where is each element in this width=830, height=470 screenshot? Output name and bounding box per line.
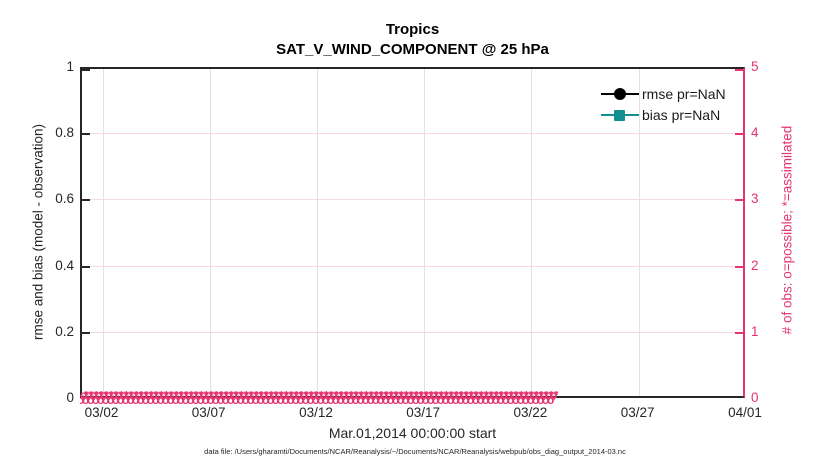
obs-markers-row: o*o*o*o*o*o*o*o*o*o*o*o*o*o*o*o*o*o*o*o*… bbox=[80, 393, 556, 405]
xtick-label: 03/12 bbox=[299, 405, 333, 420]
gridline-vertical bbox=[424, 69, 426, 396]
gridline-horizontal bbox=[82, 133, 743, 135]
right-ytick-label: 3 bbox=[751, 191, 759, 207]
left-tick-mark bbox=[82, 265, 90, 268]
legend-entry-rmse: rmse pr=NaN bbox=[601, 83, 726, 104]
datafile-path: data file: /Users/gharamti/Documents/NCA… bbox=[204, 447, 626, 456]
xtick-label: 03/07 bbox=[191, 405, 226, 420]
xtick-label: 03/22 bbox=[513, 405, 548, 420]
gridline-vertical bbox=[209, 69, 211, 396]
right-tick-mark bbox=[735, 133, 743, 136]
gridline-vertical bbox=[102, 69, 104, 396]
legend: rmse pr=NaN bias pr=NaN bbox=[601, 83, 726, 125]
left-ytick-label: 0.2 bbox=[55, 323, 74, 339]
plot-area: rmse pr=NaN bias pr=NaN bbox=[80, 67, 745, 398]
obs-count-zero-marker-band: o*o*o*o*o*o*o*o*o*o*o*o*o*o*o*o*o*o*o*o*… bbox=[80, 391, 747, 405]
left-ytick-label: 0 bbox=[66, 390, 74, 405]
right-tick-mark bbox=[735, 331, 743, 334]
xtick-label: 03/02 bbox=[84, 405, 119, 420]
xtick-label: 04/01 bbox=[728, 405, 762, 420]
obs-markers-row: o*o*o*o*o*o*o*o*o*o*o*o*o*o*o*o*o*o*o*o*… bbox=[80, 391, 559, 402]
left-axis-title: rmse and bias (model - observation) bbox=[30, 123, 46, 341]
bias-line-marker-icon bbox=[601, 108, 639, 122]
legend-label-rmse: rmse pr=NaN bbox=[642, 85, 726, 102]
right-ytick-label: 2 bbox=[751, 257, 759, 273]
left-tick-mark bbox=[82, 133, 90, 136]
left-tick-mark bbox=[82, 199, 90, 202]
x-axis-title: Mar.01,2014 00:00:00 start bbox=[328, 425, 497, 441]
gridline-horizontal bbox=[82, 199, 743, 201]
legend-label-bias: bias pr=NaN bbox=[642, 106, 721, 123]
gridline-horizontal bbox=[82, 265, 743, 267]
left-ytick-label: 1 bbox=[66, 59, 74, 74]
left-ytick-label: 0.6 bbox=[55, 191, 74, 207]
right-tick-mark bbox=[735, 265, 743, 268]
right-ytick-label: 0 bbox=[751, 390, 759, 405]
right-axis-title: # of obs: o=possible; *=assimilated bbox=[779, 125, 795, 335]
gridline-vertical bbox=[638, 69, 640, 396]
gridline-horizontal bbox=[82, 331, 743, 333]
xtick-label: 03/17 bbox=[406, 405, 441, 420]
xtick-label: 03/27 bbox=[620, 405, 655, 420]
right-ytick-label: 1 bbox=[751, 323, 759, 339]
chart-subtitle: SAT_V_WIND_COMPONENT @ 25 hPa bbox=[276, 41, 549, 58]
right-tick-mark bbox=[735, 69, 743, 71]
right-ytick-label: 4 bbox=[751, 125, 759, 141]
left-ytick-label: 0.8 bbox=[55, 125, 74, 141]
rmse-line-marker-icon bbox=[601, 87, 639, 101]
gridline-vertical bbox=[531, 69, 533, 396]
gridline-vertical bbox=[317, 69, 318, 396]
left-tick-mark bbox=[82, 331, 90, 334]
left-ytick-label: 0.4 bbox=[55, 257, 74, 273]
chart-title-block: Tropics SAT_V_WIND_COMPONENT @ 25 hPa bbox=[80, 20, 745, 60]
chart-title: Tropics bbox=[385, 21, 440, 38]
right-tick-mark bbox=[735, 199, 743, 202]
right-ytick-label: 5 bbox=[751, 59, 759, 74]
legend-entry-bias: bias pr=NaN bbox=[601, 104, 726, 125]
left-tick-mark bbox=[82, 69, 90, 71]
